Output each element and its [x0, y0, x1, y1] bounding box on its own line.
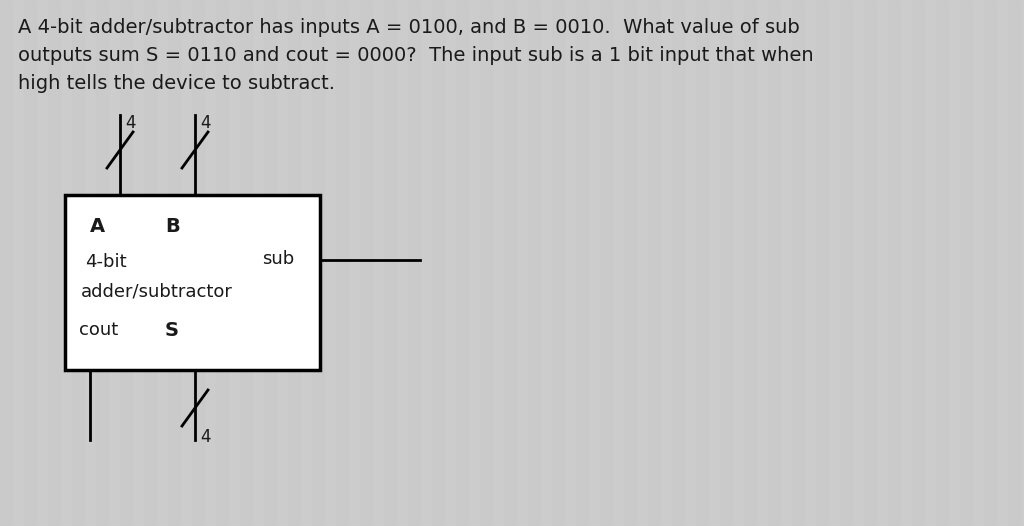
Bar — [120, 0, 132, 526]
Text: 4: 4 — [200, 428, 211, 446]
Bar — [936, 0, 948, 526]
Bar — [744, 0, 756, 526]
Bar — [168, 0, 180, 526]
Text: adder/subtractor: adder/subtractor — [81, 283, 232, 301]
Bar — [888, 0, 900, 526]
Bar — [408, 0, 420, 526]
Bar — [504, 0, 516, 526]
Text: high tells the device to subtract.: high tells the device to subtract. — [18, 74, 335, 93]
Bar — [193, 0, 204, 526]
Bar — [96, 0, 108, 526]
Bar — [624, 0, 636, 526]
Text: A: A — [90, 217, 105, 236]
Bar — [984, 0, 996, 526]
Bar — [72, 0, 84, 526]
Bar — [360, 0, 372, 526]
Bar — [600, 0, 612, 526]
Text: B: B — [165, 217, 180, 236]
Bar — [144, 0, 156, 526]
Text: 4: 4 — [200, 114, 211, 132]
Bar — [696, 0, 708, 526]
Bar — [24, 0, 36, 526]
Bar — [432, 0, 444, 526]
Text: 4: 4 — [125, 114, 135, 132]
Bar — [264, 0, 276, 526]
Bar — [720, 0, 732, 526]
Bar — [216, 0, 228, 526]
Bar — [312, 0, 324, 526]
Bar — [575, 0, 588, 526]
Text: outputs sum S = 0110 and cout = 0000?  The input sub is a 1 bit input that when: outputs sum S = 0110 and cout = 0000? Th… — [18, 46, 814, 65]
Bar — [816, 0, 828, 526]
Text: cout: cout — [79, 321, 118, 339]
Bar — [1008, 0, 1020, 526]
Bar — [912, 0, 924, 526]
Bar — [552, 0, 564, 526]
Bar — [672, 0, 684, 526]
Bar — [792, 0, 804, 526]
Bar — [961, 0, 972, 526]
Bar — [768, 0, 780, 526]
Bar — [864, 0, 876, 526]
Text: S: S — [165, 321, 179, 340]
Bar — [288, 0, 300, 526]
Bar — [840, 0, 852, 526]
Text: A 4-bit adder/subtractor has inputs A = 0100, and B = 0010.  What value of sub: A 4-bit adder/subtractor has inputs A = … — [18, 18, 800, 37]
Bar — [65, 195, 319, 370]
Bar — [384, 0, 396, 526]
Bar — [240, 0, 252, 526]
Bar — [528, 0, 540, 526]
Bar — [336, 0, 348, 526]
Bar — [456, 0, 468, 526]
Bar — [48, 0, 60, 526]
Text: sub: sub — [262, 250, 294, 268]
Bar — [0, 0, 12, 526]
Bar — [648, 0, 660, 526]
Text: 4-bit: 4-bit — [85, 253, 127, 271]
Bar — [480, 0, 492, 526]
